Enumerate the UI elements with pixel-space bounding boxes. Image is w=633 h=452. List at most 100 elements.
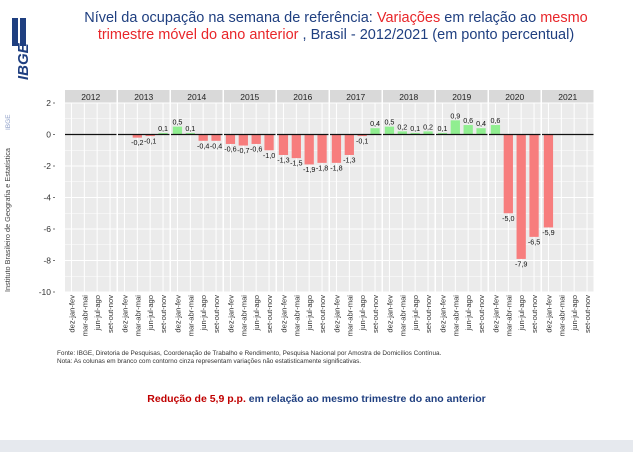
facet-label: 2015 [240, 92, 259, 102]
title-part2: Variações [376, 10, 441, 26]
x-tick-label: mar-abr-mai [186, 295, 195, 337]
data-label: -6,5 [528, 237, 540, 246]
data-label: -0,6 [224, 144, 236, 153]
data-label: 0,9 [450, 111, 460, 120]
logo-text: IBGE [15, 42, 32, 80]
title-part6: , Brasil - 2012/2021 (em ponto percentua… [298, 27, 575, 43]
data-label: -0,1 [356, 137, 368, 146]
data-label: -0,1 [144, 137, 156, 146]
y-axis-title-suffix: IBGE [5, 114, 12, 130]
x-tick-label: jun-jul-ago [411, 295, 420, 331]
data-label: -5,0 [502, 214, 514, 223]
bar [278, 134, 289, 155]
note-line: Nota: As colunas em branco com contorno … [57, 358, 362, 365]
x-tick-label: jun-jul-ago [146, 295, 155, 331]
facet-label: 2019 [452, 92, 471, 102]
bar [172, 126, 183, 135]
facet-strip [171, 90, 223, 103]
bar [384, 126, 395, 135]
y-tick-label: -8 [43, 256, 51, 266]
bar [185, 132, 195, 135]
bar [291, 134, 301, 159]
facet-label: 2016 [293, 92, 312, 102]
bar [304, 134, 314, 165]
summary-highlight: Redução de 5,9 p.p. [147, 393, 246, 405]
facet-label: 2020 [505, 92, 524, 102]
x-tick-label: dez-jan-fev [120, 295, 129, 333]
data-label: 0,2 [397, 122, 407, 131]
data-label: 0,5 [172, 118, 182, 127]
x-tick-label: jun-jul-ago [517, 295, 526, 331]
bar [476, 128, 486, 135]
facet-strip [277, 90, 329, 103]
data-label: -1,3 [343, 155, 355, 164]
bar [251, 134, 261, 144]
bar [238, 134, 248, 146]
x-tick-label: mar-abr-mai [345, 295, 354, 337]
x-tick-label: dez-jan-fev [544, 295, 553, 333]
data-label: -0,4 [210, 141, 222, 150]
x-tick-label: mar-abr-mai [133, 295, 142, 337]
bar [543, 134, 554, 228]
bar [264, 134, 274, 151]
title-part3: em relação ao [440, 10, 541, 26]
title-part4: mesmo [540, 10, 588, 26]
bar [423, 131, 433, 135]
x-tick-label: mar-abr-mai [504, 295, 513, 337]
bar [516, 134, 526, 259]
bar [132, 134, 142, 138]
x-tick-label: jun-jul-ago [305, 295, 314, 331]
facet-label: 2012 [81, 92, 100, 102]
x-tick-label: mar-abr-mai [451, 295, 460, 337]
data-label: -1,5 [290, 159, 302, 168]
data-label: 0,6 [463, 116, 473, 125]
title-part5: trimestre móvel do ano anterior [97, 27, 299, 43]
source-note: Fonte: IBGE, Diretoria de Pesquisas, Coo… [57, 350, 441, 366]
x-tick-label: set-out-nov [583, 295, 592, 333]
data-label: -0,4 [197, 141, 209, 150]
data-label: 0,1 [158, 124, 168, 133]
facet-strip [489, 90, 541, 103]
facet-strip [65, 90, 117, 103]
x-tick-label: jun-jul-ago [464, 295, 473, 331]
x-tick-label: dez-jan-fev [332, 295, 341, 333]
facet-strip [542, 90, 594, 103]
x-tick-label: jun-jul-ago [93, 295, 102, 331]
data-label: -0,6 [250, 144, 262, 153]
data-label: 0,1 [410, 124, 420, 133]
y-tick-label: 2 [46, 98, 51, 108]
bar [450, 120, 460, 135]
bar [410, 132, 420, 135]
x-tick-label: dez-jan-fev [438, 295, 447, 333]
facet-strip [436, 90, 488, 103]
bar [370, 128, 380, 135]
x-tick-label: jun-jul-ago [252, 295, 261, 331]
x-tick-label: mar-abr-mai [239, 295, 248, 337]
x-tick-label: mar-abr-mai [557, 295, 566, 337]
bar-chart: Instituto Brasileiro de Geografia e Esta… [3, 90, 594, 337]
facet-strip [330, 90, 382, 103]
data-label: 0,2 [423, 122, 433, 131]
bar [331, 134, 342, 163]
bar [437, 132, 448, 135]
y-axis-title: Instituto Brasileiro de Geografia e Esta… [3, 147, 12, 292]
x-tick-label: set-out-nov [212, 295, 221, 333]
footer-bar [0, 440, 633, 452]
bar [503, 134, 513, 214]
y-tick-label: 0 [46, 130, 51, 140]
x-tick-label: dez-jan-fev [226, 295, 235, 333]
data-label: 0,4 [370, 119, 380, 128]
bar [357, 134, 367, 137]
facet-strip [118, 90, 170, 103]
data-label: -1,9 [303, 165, 315, 174]
data-label: 0,6 [490, 116, 500, 125]
y-tick-label: -6 [43, 224, 51, 234]
facet-label: 2013 [134, 92, 153, 102]
bar [463, 125, 473, 135]
data-label: -0,7 [237, 146, 249, 155]
data-label: -0,2 [131, 138, 143, 147]
data-label: -1,3 [277, 155, 289, 164]
x-tick-label: set-out-nov [477, 295, 486, 333]
bar [490, 125, 501, 135]
